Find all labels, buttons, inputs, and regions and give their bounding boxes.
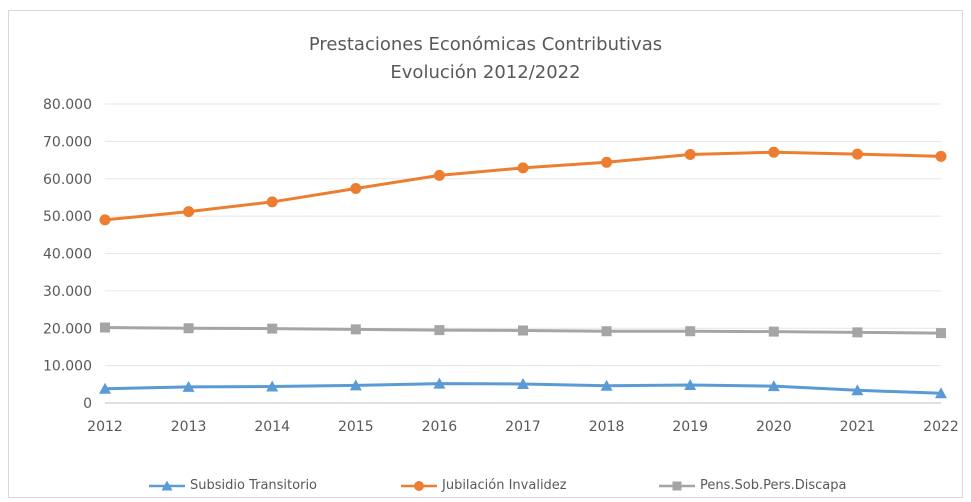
legend-label: Pens.Sob.Pers.Discapa — [700, 478, 847, 493]
x-tick-label: 2020 — [756, 419, 792, 435]
data-point — [684, 148, 696, 160]
y-tick-label: 40.000 — [43, 247, 92, 263]
data-point — [518, 325, 528, 336]
data-point — [517, 377, 529, 389]
legend-triangle-icon — [149, 480, 185, 490]
data-point — [936, 328, 946, 339]
x-tick-label: 2013 — [171, 419, 207, 435]
data-point — [600, 379, 613, 391]
data-point — [601, 156, 613, 168]
y-tick-label: 80.000 — [43, 97, 92, 113]
series-circle — [99, 146, 947, 226]
legend-item: Pens.Sob.Pers.Discapa — [658, 478, 846, 493]
data-point — [267, 323, 278, 334]
data-point — [161, 480, 173, 490]
x-tick-label: 2012 — [87, 419, 123, 435]
series-line — [104, 150, 942, 222]
y-tick-label: 0 — [83, 396, 92, 412]
legend-label: Subsidio Transitorio — [190, 478, 318, 493]
data-point — [601, 326, 612, 337]
data-point — [266, 196, 278, 208]
data-point — [182, 380, 195, 392]
data-point — [350, 324, 361, 335]
plot-area: 0 10.000 20.000 30.000 40.000 50.000 60.000 70.… — [43, 97, 959, 435]
data-point — [183, 323, 194, 334]
x-tick-label: 2019 — [672, 419, 708, 435]
data-point — [935, 387, 947, 399]
data-point — [99, 382, 111, 394]
data-point — [517, 162, 529, 174]
data-point — [433, 377, 446, 389]
legend-item: Subsidio Transitorio — [148, 478, 317, 493]
data-point — [685, 326, 696, 337]
x-tick-label: 2014 — [254, 419, 290, 435]
data-point — [851, 148, 863, 160]
legend-label: Jubilación Invalidez — [442, 478, 567, 493]
data-point — [768, 146, 780, 158]
x-tick-label: 2016 — [422, 419, 458, 435]
series-square — [100, 322, 946, 339]
legend-circle-icon — [401, 480, 437, 491]
data-point — [433, 169, 445, 181]
x-tick-label: 2022 — [923, 419, 959, 435]
legend-square-icon — [659, 481, 695, 490]
data-point — [767, 380, 780, 392]
data-point — [672, 481, 682, 490]
y-tick-label: 50.000 — [43, 209, 92, 225]
data-point — [414, 480, 424, 491]
x-tick-label: 2021 — [840, 419, 876, 435]
data-point — [684, 379, 697, 391]
data-point — [100, 322, 110, 333]
y-tick-label: 70.000 — [43, 134, 92, 150]
data-point — [349, 379, 362, 391]
data-point — [99, 214, 111, 226]
data-point — [935, 150, 947, 162]
chart-subtitle: Evolución 2012/2022 — [390, 62, 581, 83]
x-tick-label: 2018 — [589, 419, 625, 435]
data-point — [434, 325, 445, 336]
data-point — [266, 380, 279, 392]
y-tick-label: 30.000 — [43, 284, 92, 300]
y-tick-label: 20.000 — [43, 321, 92, 337]
data-point — [768, 326, 779, 337]
data-point — [183, 206, 195, 218]
data-point — [851, 384, 864, 396]
y-tick-label: 60.000 — [43, 172, 92, 188]
legend: Subsidio Transitorio Jubilación Invalidez… — [0, 478, 971, 500]
series-triangle — [99, 377, 947, 399]
data-point — [852, 327, 863, 338]
x-tick-label: 2015 — [338, 419, 374, 435]
x-tick-label: 2017 — [505, 419, 541, 435]
legend-item: Jubilación Invalidez — [400, 478, 567, 493]
y-tick-label: 10.000 — [43, 359, 92, 375]
chart-title: Prestaciones Económicas Contributivas — [308, 34, 663, 55]
data-point — [350, 182, 362, 194]
